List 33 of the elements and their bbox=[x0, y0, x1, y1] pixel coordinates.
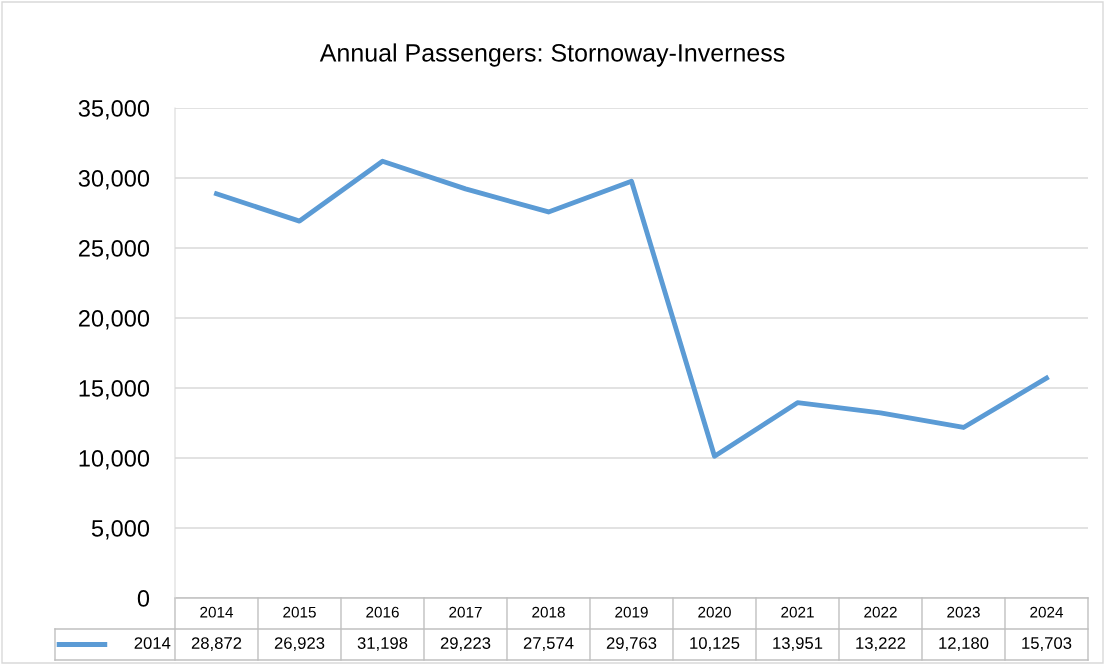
legend-label: 2014 bbox=[134, 637, 171, 649]
x-tick-label: 2019 bbox=[615, 606, 648, 618]
y-tick-label: 20,000 bbox=[78, 310, 150, 330]
x-tick-label: 2020 bbox=[698, 606, 731, 618]
data-label: 15,703 bbox=[1022, 637, 1072, 651]
line-series bbox=[214, 158, 1049, 459]
x-tick-label: 2016 bbox=[366, 606, 399, 618]
data-label: 29,223 bbox=[440, 637, 491, 651]
x-tick-label: 2017 bbox=[449, 606, 482, 618]
y-tick-label: 15,000 bbox=[79, 380, 150, 400]
data-label: 13,951 bbox=[773, 637, 823, 651]
x-tick-label: 2021 bbox=[781, 606, 814, 618]
y-tick-label: 35,000 bbox=[78, 100, 150, 120]
x-tick-label: 2023 bbox=[947, 606, 980, 618]
y-tick-label: 10,000 bbox=[79, 450, 150, 470]
data-label: 27,574 bbox=[523, 637, 574, 651]
x-tick-label: 2024 bbox=[1030, 606, 1064, 618]
data-label: 31,198 bbox=[357, 637, 408, 651]
x-tick-label: 2018 bbox=[532, 606, 565, 618]
x-tick-label: 2022 bbox=[864, 606, 897, 618]
x-tick-label: 2014 bbox=[200, 606, 234, 618]
data-label: 10,125 bbox=[690, 637, 740, 651]
data-label: 29,763 bbox=[606, 637, 657, 651]
data-label: 28,872 bbox=[191, 637, 242, 651]
y-tick-label: 30,000 bbox=[78, 170, 150, 190]
data-label: 12,180 bbox=[939, 637, 989, 651]
y-tick-label: 5,000 bbox=[91, 520, 150, 540]
y-tick-label: 0 bbox=[137, 590, 150, 607]
x-tick-label: 2015 bbox=[283, 606, 316, 618]
data-label: 13,222 bbox=[856, 637, 906, 651]
chart-title: Annual Passengers: Stornoway-Inverness bbox=[319, 43, 785, 67]
data-label: 26,923 bbox=[274, 637, 325, 651]
y-tick-label: 25,000 bbox=[78, 240, 150, 260]
